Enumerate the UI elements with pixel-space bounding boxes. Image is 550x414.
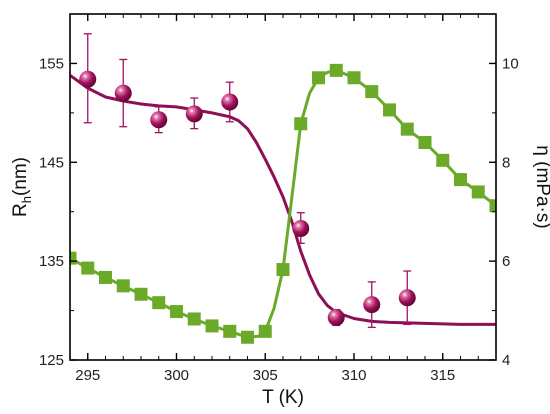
x-axis-title: T (K) — [262, 387, 304, 408]
viscosity-point — [81, 261, 95, 275]
viscosity-point — [223, 324, 237, 338]
rh-point — [221, 93, 239, 111]
rh-point — [363, 296, 381, 314]
rh-point — [185, 105, 203, 123]
viscosity-point — [258, 324, 272, 338]
rh-point — [292, 220, 310, 238]
viscosity-point — [454, 173, 467, 187]
viscosity-point — [400, 122, 414, 136]
y-right-axis-title: η (mPa·s) — [532, 145, 550, 228]
y-right-tick-label: 4 — [502, 352, 510, 369]
viscosity-point — [241, 330, 254, 344]
viscosity-point — [294, 117, 308, 131]
viscosity-point — [312, 71, 325, 85]
rh-point — [398, 289, 416, 307]
viscosity-point — [70, 251, 77, 265]
x-tick-label: 300 — [164, 367, 189, 384]
viscosity-point — [471, 185, 485, 199]
viscosity-point — [365, 85, 379, 99]
viscosity-point — [347, 71, 361, 85]
viscosity-point — [436, 153, 450, 167]
viscosity-point — [383, 103, 396, 117]
viscosity-point — [134, 287, 148, 301]
rh-series — [79, 33, 416, 329]
fit-curves — [70, 68, 496, 339]
viscosity-series — [70, 63, 496, 344]
rh-point — [327, 308, 345, 326]
viscosity-point — [170, 305, 183, 319]
x-tick-label: 295 — [75, 367, 100, 384]
y-left-tick-label: 135 — [39, 253, 64, 270]
viscosity-point — [152, 296, 166, 310]
rh-point — [150, 111, 168, 129]
viscosity-point — [418, 136, 432, 150]
y-left-tick-label: 125 — [39, 352, 64, 369]
plot-frame — [69, 13, 497, 361]
y-left-tick-label: 145 — [39, 154, 64, 171]
x-tick-label: 310 — [341, 367, 366, 384]
x-tick-label: 315 — [430, 367, 455, 384]
viscosity-fit-curve — [70, 68, 496, 339]
viscosity-point — [329, 63, 343, 77]
rh-point — [79, 70, 97, 88]
y-right-tick-label: 8 — [502, 154, 510, 171]
viscosity-point — [489, 199, 496, 213]
y-left-axis-title: Rh(nm) — [10, 157, 34, 217]
rh-fit-curve — [70, 74, 496, 326]
viscosity-point — [187, 312, 201, 326]
axes: 295 300 305 310 315 125 135 145 155 4 6 8 10 T (K) Rh(… — [10, 13, 550, 408]
y-right-tick-label: 6 — [502, 253, 510, 270]
viscosity-point — [205, 319, 219, 333]
viscosity-point — [276, 263, 290, 277]
rh-point — [114, 84, 132, 102]
plot-area — [70, 33, 496, 344]
viscosity-point — [99, 270, 112, 284]
x-tick-label: 305 — [253, 367, 278, 384]
viscosity-point — [116, 279, 130, 293]
y-right-tick-label: 10 — [502, 55, 519, 72]
y-left-tick-label: 155 — [39, 55, 64, 72]
